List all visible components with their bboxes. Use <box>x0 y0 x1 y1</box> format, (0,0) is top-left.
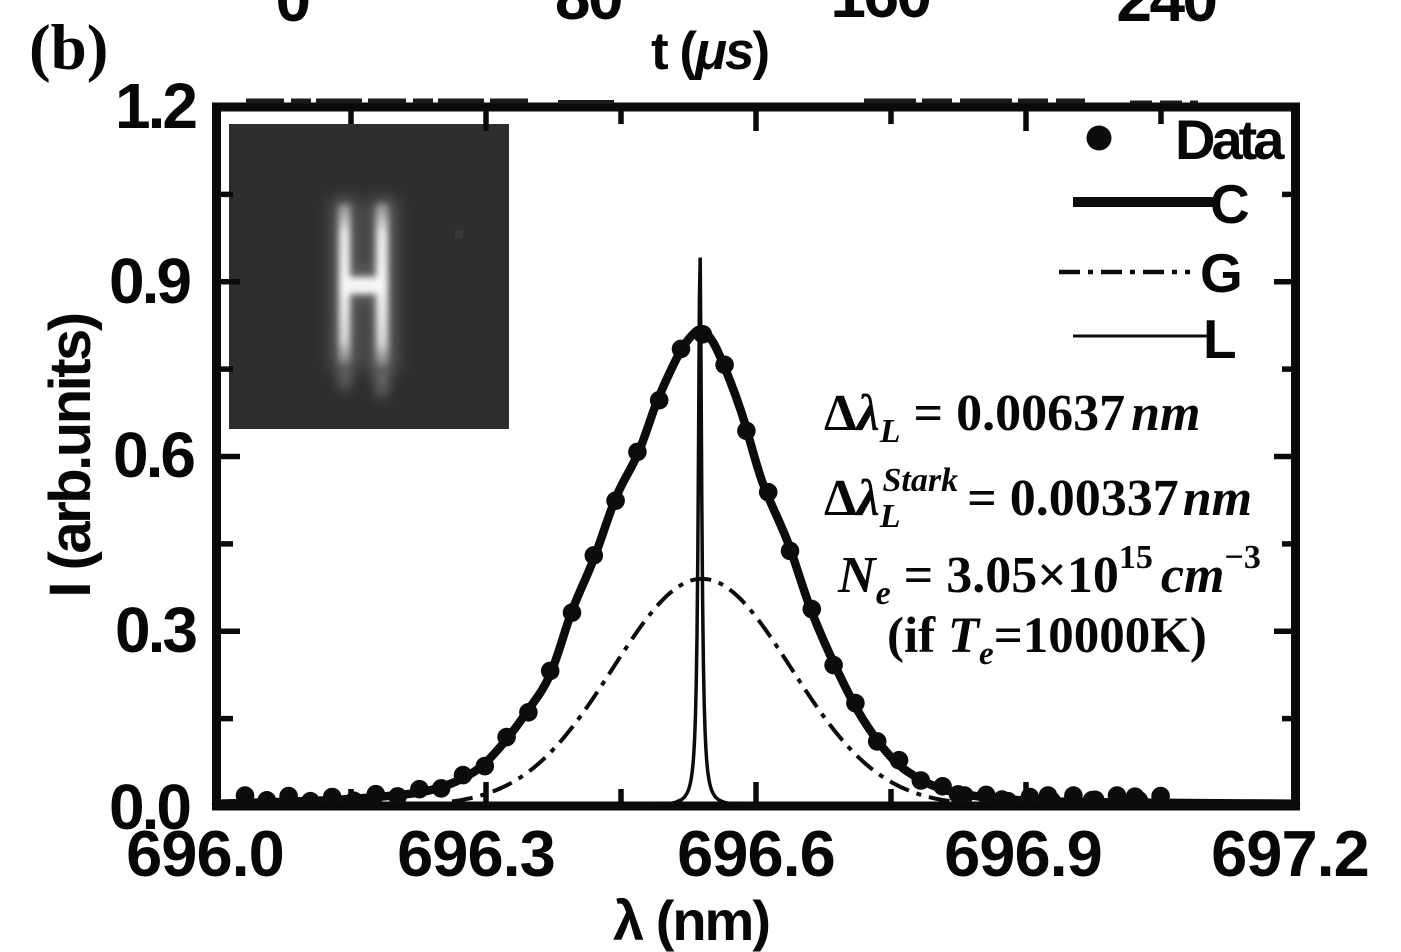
svg-text:696.9: 696.9 <box>944 817 1102 890</box>
svg-text:0.3: 0.3 <box>115 594 196 666</box>
svg-text:(b): (b) <box>29 12 108 84</box>
svg-text:697.2: 697.2 <box>1211 817 1369 890</box>
svg-text:ΔλLStark = 0.00337nm: ΔλLStark = 0.00337nm <box>824 462 1252 535</box>
svg-text:G: G <box>1200 242 1243 304</box>
svg-text:696.3: 696.3 <box>397 817 555 890</box>
svg-text:696.6: 696.6 <box>677 817 835 890</box>
svg-text:λ (nm): λ (nm) <box>613 889 769 952</box>
svg-text:80: 80 <box>555 0 621 33</box>
svg-text:0.6: 0.6 <box>113 419 194 491</box>
svg-text:160: 160 <box>830 0 929 31</box>
svg-text:696.0: 696.0 <box>126 817 284 890</box>
svg-text:t (μs): t (μs) <box>651 22 768 81</box>
svg-text:0.0: 0.0 <box>109 771 189 843</box>
svg-text:(if Te=10000K): (if Te=10000K) <box>887 608 1207 672</box>
svg-text:Data: Data <box>1175 108 1285 171</box>
svg-text:I (arb.units): I (arb.units) <box>38 314 103 597</box>
svg-text:240: 240 <box>1116 0 1215 35</box>
svg-text:1.2: 1.2 <box>115 70 196 142</box>
svg-text:L: L <box>1203 308 1237 370</box>
svg-text:0.9: 0.9 <box>109 245 190 317</box>
svg-text:C: C <box>1210 173 1250 235</box>
svg-text:0: 0 <box>275 0 308 35</box>
